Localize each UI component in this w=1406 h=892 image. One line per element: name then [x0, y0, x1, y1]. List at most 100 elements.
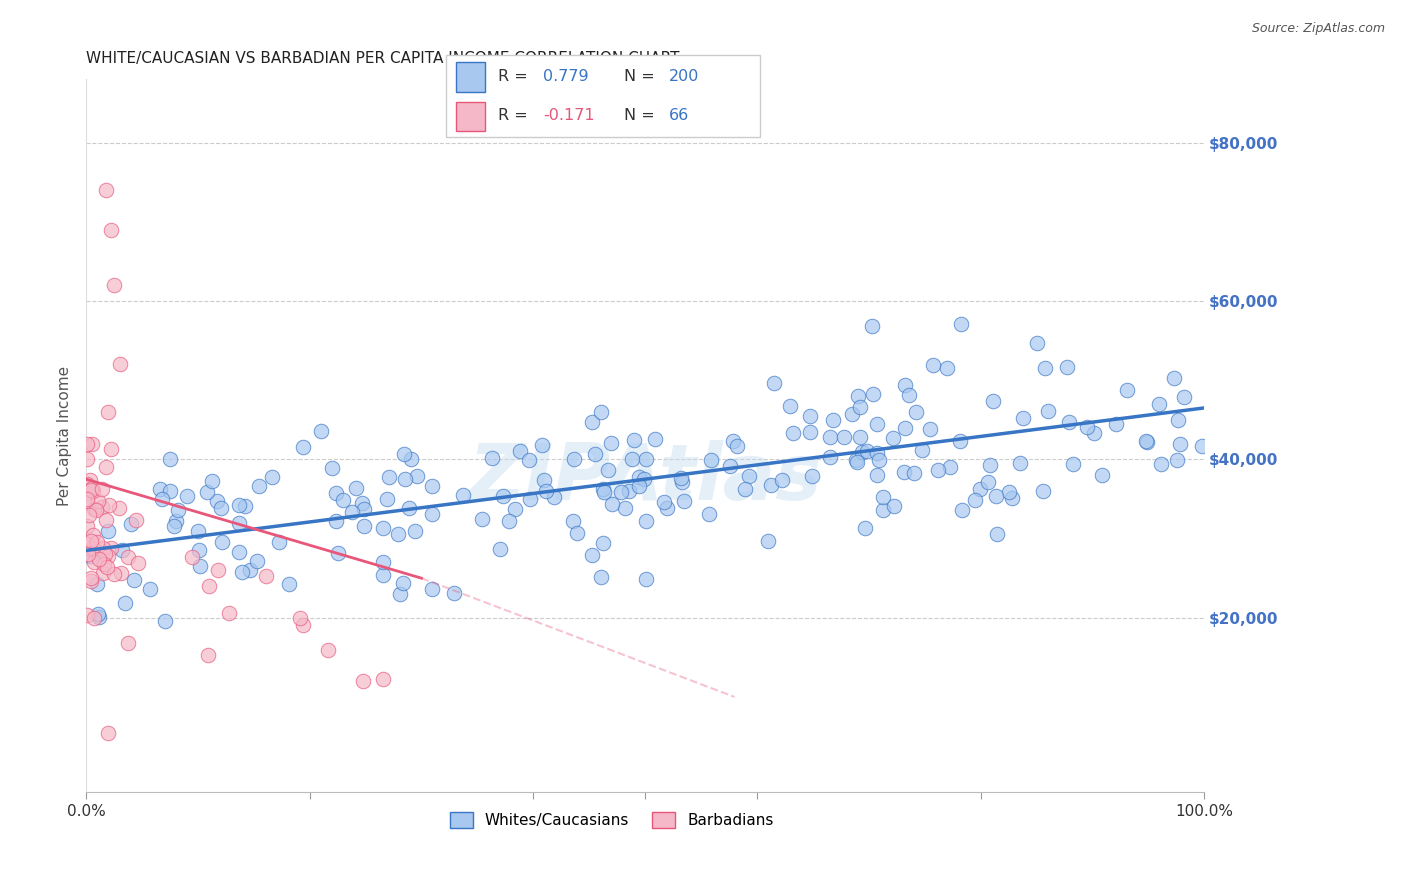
- Point: [935, 361, 957, 376]
- Point: [332, 493, 354, 508]
- Point: [211, 534, 233, 549]
- Point: [87, 607, 110, 621]
- Point: [898, 387, 921, 401]
- Point: [198, 579, 221, 593]
- Point: [949, 434, 972, 449]
- Point: [398, 501, 420, 516]
- Point: [969, 482, 991, 496]
- Point: [619, 483, 641, 498]
- FancyBboxPatch shape: [456, 62, 485, 92]
- Point: [153, 614, 176, 628]
- Point: [150, 492, 173, 507]
- Point: [117, 635, 139, 649]
- Point: [111, 542, 134, 557]
- Point: [205, 493, 228, 508]
- FancyBboxPatch shape: [456, 102, 485, 131]
- Point: [856, 444, 879, 458]
- Point: [950, 317, 973, 331]
- Point: [860, 318, 883, 333]
- Point: [353, 519, 375, 533]
- Point: [820, 450, 842, 464]
- Point: [231, 565, 253, 579]
- Point: [644, 433, 666, 447]
- Point: [981, 394, 1004, 409]
- Point: [76, 607, 98, 622]
- Point: [530, 438, 553, 452]
- Point: [671, 475, 693, 489]
- Point: [561, 514, 583, 528]
- Point: [1163, 371, 1185, 385]
- Text: R =: R =: [498, 69, 533, 84]
- Point: [1026, 335, 1049, 350]
- Point: [1149, 397, 1171, 411]
- Point: [697, 508, 720, 522]
- Point: [176, 489, 198, 503]
- Point: [801, 469, 824, 483]
- Point: [543, 490, 565, 504]
- Point: [87, 493, 110, 508]
- Point: [167, 502, 190, 516]
- Point: [634, 451, 657, 466]
- Point: [159, 484, 181, 499]
- Point: [782, 425, 804, 440]
- Point: [718, 458, 741, 473]
- Point: [163, 519, 186, 533]
- Point: [756, 533, 779, 548]
- Point: [655, 501, 678, 516]
- Point: [672, 493, 695, 508]
- Point: [420, 507, 443, 521]
- Point: [77, 508, 100, 522]
- Point: [1008, 457, 1031, 471]
- Point: [117, 549, 139, 564]
- Point: [260, 470, 283, 484]
- Text: -0.171: -0.171: [543, 108, 595, 123]
- Point: [100, 541, 122, 555]
- Point: [80, 574, 103, 588]
- Point: [344, 482, 367, 496]
- Point: [443, 586, 465, 600]
- Point: [866, 468, 889, 483]
- Point: [371, 672, 394, 686]
- Point: [97, 524, 120, 538]
- Point: [846, 389, 869, 403]
- Point: [96, 560, 118, 574]
- Text: N =: N =: [624, 108, 659, 123]
- Point: [201, 475, 224, 489]
- Point: [207, 563, 229, 577]
- Point: [1032, 484, 1054, 499]
- Point: [799, 409, 821, 423]
- Point: [509, 444, 531, 458]
- Point: [905, 404, 928, 418]
- Y-axis label: Per Capita Income: Per Capita Income: [58, 366, 72, 506]
- Point: [420, 582, 443, 597]
- Text: WHITE/CAUCASIAN VS BARBADIAN PER CAPITA INCOME CORRELATION CHART: WHITE/CAUCASIAN VS BARBADIAN PER CAPITA …: [86, 51, 679, 66]
- Point: [567, 526, 589, 541]
- Point: [83, 611, 105, 625]
- Point: [159, 451, 181, 466]
- Point: [823, 413, 845, 427]
- Point: [1011, 410, 1033, 425]
- Point: [1033, 360, 1056, 375]
- Point: [1056, 359, 1078, 374]
- Point: [894, 378, 917, 392]
- Point: [614, 500, 637, 515]
- Point: [592, 483, 614, 497]
- Point: [86, 503, 108, 517]
- Point: [725, 439, 748, 453]
- Point: [1076, 419, 1098, 434]
- Point: [311, 424, 333, 438]
- Point: [591, 405, 613, 419]
- Point: [422, 478, 444, 492]
- Point: [927, 463, 949, 477]
- Point: [853, 521, 876, 535]
- Point: [80, 482, 103, 496]
- Point: [939, 460, 962, 475]
- Point: [882, 431, 904, 445]
- Point: [893, 465, 915, 479]
- Point: [965, 492, 987, 507]
- Point: [918, 422, 941, 436]
- Point: [80, 533, 103, 548]
- FancyBboxPatch shape: [446, 55, 759, 136]
- Point: [627, 470, 650, 484]
- Point: [245, 554, 267, 568]
